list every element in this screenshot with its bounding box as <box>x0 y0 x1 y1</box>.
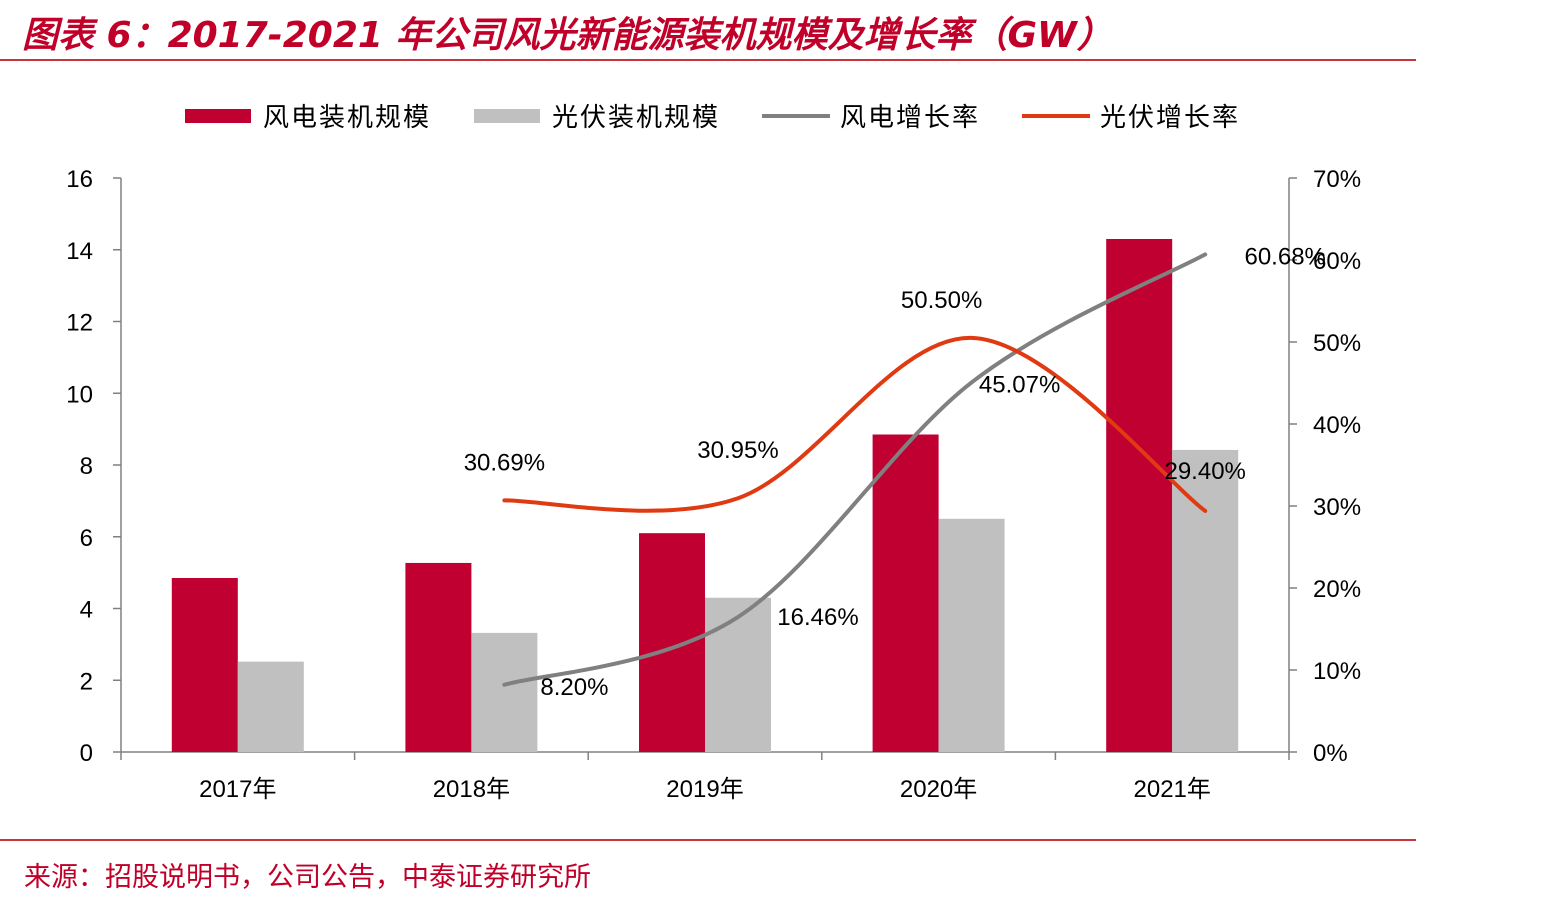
legend-swatch <box>185 109 251 123</box>
y-left-tick-label: 8 <box>80 453 93 480</box>
solar-growth-line <box>502 335 1208 513</box>
y-left-tick-label: 10 <box>66 381 93 408</box>
legend: 风电装机规模 光伏装机规模 风电增长率 光伏增长率 <box>185 102 1240 132</box>
wind-capacity-bar <box>872 434 939 752</box>
y-right-tick-label: 50% <box>1313 330 1361 357</box>
wind-growth-label: 45.07% <box>979 371 1060 398</box>
wind-growth-label: 60.68% <box>1244 243 1325 270</box>
y-left-tick-label: 0 <box>80 740 93 767</box>
bars <box>171 238 1239 753</box>
solar-growth-label: 29.40% <box>1164 458 1245 485</box>
y-right-tick-label: 30% <box>1313 494 1361 521</box>
y-left-tick-label: 16 <box>66 166 93 193</box>
y-left-tick-label: 12 <box>66 310 93 337</box>
x-tick-label: 2020年 <box>900 776 977 803</box>
y-left-tick-label: 6 <box>80 525 93 552</box>
solar-growth-label: 30.95% <box>697 437 778 464</box>
solar-capacity-bar <box>705 597 771 752</box>
y-right-tick-label: 60% <box>1313 248 1361 275</box>
solar-capacity-bar <box>1172 449 1239 752</box>
solar-growth-label: 30.69% <box>464 449 545 476</box>
title-divider <box>0 59 1416 61</box>
y-right-tick-label: 20% <box>1313 576 1361 603</box>
wind-capacity-bar <box>1106 238 1173 753</box>
solar-capacity-bar <box>938 518 1005 752</box>
lines <box>502 252 1208 687</box>
y-left-tick-label: 14 <box>66 238 93 265</box>
wind-capacity-bar <box>405 562 472 752</box>
y-right-tick-label: 10% <box>1313 658 1361 685</box>
y-left-tick-label: 4 <box>80 597 93 624</box>
wind-capacity-bar <box>639 533 705 752</box>
y-right-tick-label: 0% <box>1313 740 1348 767</box>
wind-growth-label: 16.46% <box>777 604 858 631</box>
chart-title: 图表 6：2017-2021 年公司风光新能源装机规模及增长率（GW） <box>22 15 1113 56</box>
source-divider <box>0 839 1416 841</box>
solar-capacity-bar <box>471 632 538 752</box>
legend-label: 光伏装机规模 <box>552 102 720 132</box>
axes: 0 2 4 6 8 10 12 14 16 0% 10% 20% 30% 40% 50% 60% 70% 2017… <box>66 166 1361 803</box>
legend-label: 光伏增长率 <box>1100 102 1240 132</box>
y-left-tick-label: 2 <box>80 668 93 695</box>
data-labels: 8.20% 16.46% 45.07% 60.68% 30.69% 30.95% 50.50… <box>464 243 1326 700</box>
source-note: 来源：招股说明书，公司公告，中泰证券研究所 <box>24 862 591 893</box>
solar-capacity-bar <box>237 661 304 752</box>
y-right-tick-label: 70% <box>1313 166 1361 193</box>
wind-growth-line <box>502 252 1208 687</box>
x-tick-label: 2019年 <box>666 776 743 803</box>
wind-capacity-bar <box>171 578 238 752</box>
x-tick-label: 2017年 <box>199 776 276 803</box>
wind-growth-label: 8.20% <box>540 674 608 701</box>
solar-growth-label: 50.50% <box>901 287 982 314</box>
y-right-tick-label: 40% <box>1313 412 1361 439</box>
x-tick-label: 2021年 <box>1134 776 1211 803</box>
x-tick-label: 2018年 <box>433 776 510 803</box>
legend-swatch <box>474 109 540 123</box>
legend-label: 风电装机规模 <box>263 102 431 132</box>
legend-label: 风电增长率 <box>840 102 980 132</box>
